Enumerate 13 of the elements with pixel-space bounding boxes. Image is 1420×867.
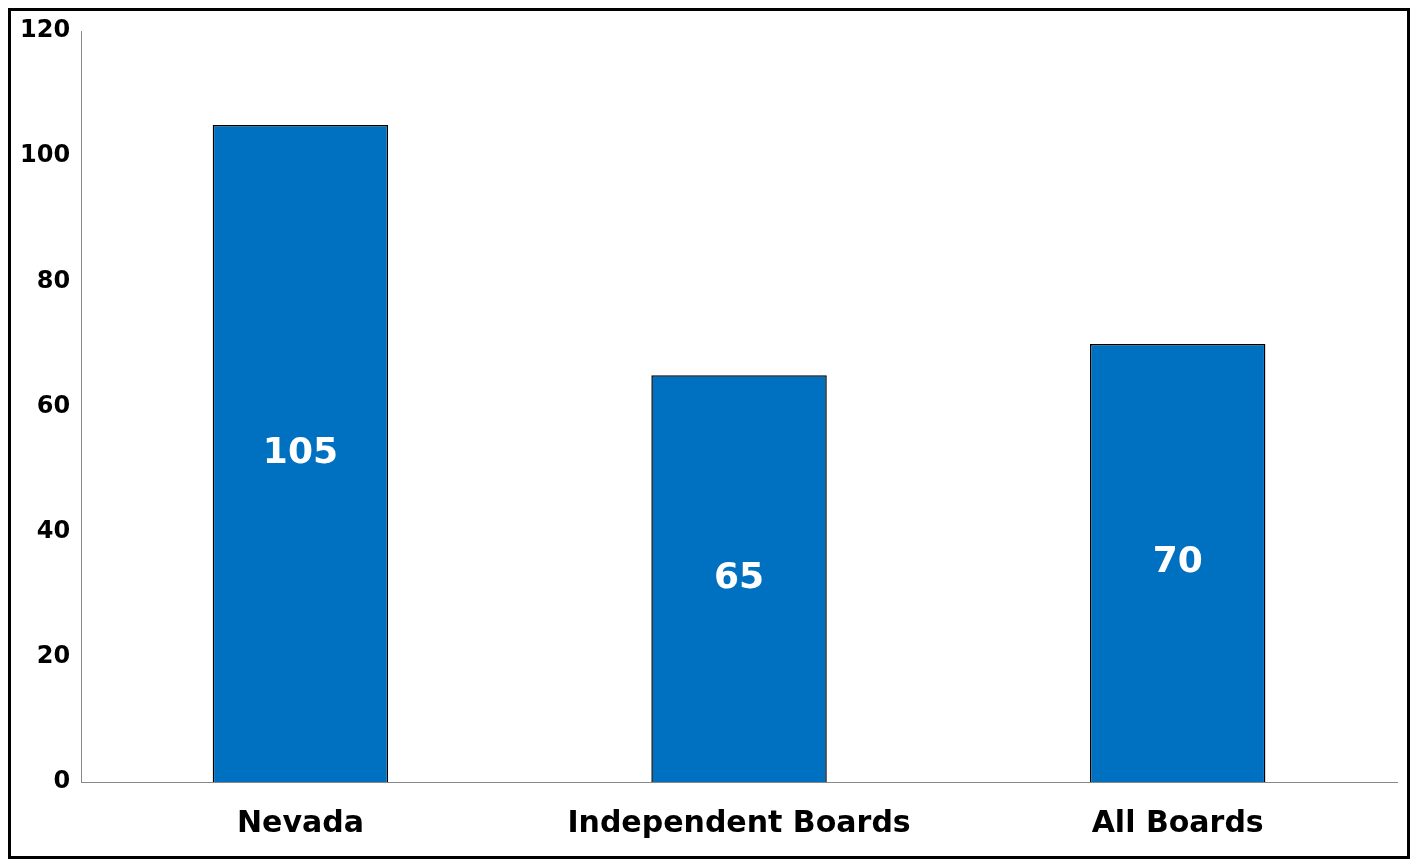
y-tick-label: 120 <box>19 15 71 44</box>
x-tick-label: Independent Boards <box>567 803 911 839</box>
y-tick-label: 80 <box>36 265 71 294</box>
data-label: 65 <box>713 554 765 596</box>
data-label: 70 <box>1152 539 1203 581</box>
y-tick-label: 40 <box>36 515 71 544</box>
x-tick-label: All Boards <box>1091 803 1264 839</box>
y-tick-label: 100 <box>19 140 71 169</box>
y-tick-label: 0 <box>53 766 71 795</box>
data-label: 105 <box>262 429 338 471</box>
y-tick-label: 20 <box>36 641 71 670</box>
y-tick-label: 60 <box>36 390 71 419</box>
x-tick-label: Nevada <box>236 803 364 839</box>
